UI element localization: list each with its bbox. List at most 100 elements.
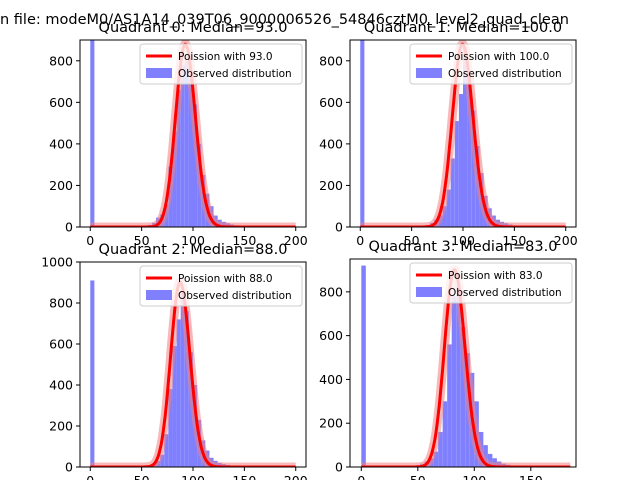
x-tick-label: 0: [86, 473, 94, 480]
histogram-bar: [433, 451, 439, 467]
y-tick-label: 0: [335, 220, 343, 235]
y-tick-label: 600: [49, 95, 73, 110]
legend-bar-swatch: [416, 287, 442, 297]
histogram-bar: [90, 40, 95, 227]
poisson-curve: [360, 268, 571, 467]
y-tick-label: 200: [319, 178, 343, 193]
histogram-bar: [446, 189, 451, 227]
histogram-bar: [442, 401, 448, 467]
y-tick-label: 400: [49, 136, 73, 151]
legend: Poission with 83.0 Observed distribution: [409, 262, 573, 304]
x-tick-label: 50: [410, 473, 426, 480]
chart-title: Quadrant 2: Median=88.0: [99, 242, 288, 258]
histogram-bar: [467, 77, 472, 227]
histogram-bar: [438, 431, 443, 467]
y-tick-label: 0: [65, 460, 73, 475]
legend-bar-swatch: [146, 290, 172, 300]
quadrant-1-chart: Quadrant 1: Median=100.0 0 50 100 150 200 0 200…: [319, 20, 578, 248]
poisson-curve: [89, 42, 297, 227]
y-tick-label: 200: [49, 178, 73, 193]
y-tick-label: 400: [319, 136, 343, 151]
y-tick-label: 400: [319, 372, 343, 387]
histogram-bar: [456, 285, 461, 467]
x-tick-label: 50: [134, 233, 150, 248]
histogram-bar: [361, 265, 366, 467]
histogram-bar: [454, 121, 459, 227]
histogram-bar: [463, 48, 468, 227]
x-tick-label: 200: [284, 473, 308, 480]
histogram-bar: [451, 296, 457, 467]
x-tick-label: 200: [554, 233, 578, 248]
y-tick-label: 600: [49, 337, 73, 352]
x-tick-label: 150: [232, 233, 256, 248]
chart-title: Quadrant 3: Median=83.0: [369, 239, 558, 255]
histogram-bar: [447, 344, 452, 467]
chart-title: Quadrant 1: Median=100.0: [364, 20, 562, 36]
legend: Poission with 93.0 Observed distribution: [139, 43, 303, 85]
quadrant-0-chart: Quadrant 0: Median=93.0 0 50 100 150 200 0 200 4…: [49, 20, 308, 248]
legend-bar-swatch: [146, 68, 172, 78]
y-tick-label: 600: [319, 95, 343, 110]
legend-label-poisson: Poission with 100.0: [448, 51, 549, 63]
legend-box: [409, 262, 573, 304]
y-tick-label: 0: [335, 460, 343, 475]
x-tick-label: 150: [232, 473, 256, 480]
figure-title: n file: modeM0/AS1A14_039T06_9000006526_…: [0, 12, 569, 28]
y-tick-label: 0: [65, 220, 73, 235]
histogram-bar: [168, 389, 173, 467]
x-tick-label: 100: [462, 473, 486, 480]
legend: Poission with 88.0 Observed distribution: [139, 265, 303, 307]
quadrant-2-chart: Quadrant 2: Median=88.0 0 50 100 150 200 0 200 4…: [41, 242, 308, 480]
y-tick-label: 800: [319, 53, 343, 68]
histogram-bar: [487, 453, 493, 467]
legend-label-poisson: Poission with 88.0: [178, 273, 273, 285]
poisson-curve: [89, 281, 297, 467]
legend-bar-swatch: [416, 68, 442, 78]
legend-label-observed: Observed distribution: [178, 290, 292, 302]
x-tick-label: 0: [356, 233, 364, 248]
histogram-bar: [450, 158, 455, 227]
legend-label-poisson: Poission with 83.0: [448, 270, 543, 282]
x-tick-label: 0: [86, 233, 94, 248]
y-tick-label: 1000: [41, 255, 73, 270]
histogram-bar: [483, 445, 488, 467]
x-tick-label: 150: [519, 473, 543, 480]
histogram-bar: [471, 110, 476, 227]
histogram-bar: [184, 60, 189, 227]
x-tick-label: 0: [357, 473, 365, 480]
legend-box: [139, 43, 303, 85]
y-tick-label: 800: [319, 284, 343, 299]
histogram-bar: [180, 64, 185, 227]
y-tick-label: 800: [49, 53, 73, 68]
histogram-bar: [172, 131, 177, 227]
legend-label-observed: Observed distribution: [448, 68, 562, 80]
y-tick-label: 800: [49, 296, 73, 311]
x-tick-label: 50: [134, 473, 150, 480]
y-tick-label: 200: [49, 419, 73, 434]
histogram-bar: [160, 454, 165, 467]
histogram-bar: [184, 311, 189, 467]
legend-label-observed: Observed distribution: [448, 287, 562, 299]
histogram-bar: [442, 206, 447, 227]
histogram-bar: [176, 319, 181, 467]
plot-area: [86, 278, 300, 467]
y-tick-label: 200: [319, 416, 343, 431]
histogram-bar: [90, 280, 95, 467]
legend-label-observed: Observed distribution: [178, 68, 292, 80]
plot-area: [357, 265, 574, 467]
histogram-bar: [458, 94, 463, 227]
x-tick-label: 50: [404, 233, 420, 248]
x-tick-label: 100: [181, 233, 205, 248]
legend: Poission with 100.0 Observed distribution: [409, 43, 573, 85]
y-tick-label: 600: [319, 328, 343, 343]
histogram-bar: [460, 326, 466, 467]
histogram-bar: [188, 79, 193, 227]
axes-frame: [349, 258, 577, 468]
legend-box: [409, 43, 573, 85]
quadrant-3-chart: Quadrant 3: Median=83.0 0 50 100 150 0 200 400 6…: [319, 239, 577, 480]
chart-title: Quadrant 0: Median=93.0: [99, 20, 288, 36]
figure-title-text: n file: modeM0/AS1A14_039T06_9000006526_…: [0, 12, 569, 28]
x-tick-label: 100: [181, 473, 205, 480]
histogram-bar: [164, 434, 169, 467]
x-tick-label: 150: [502, 233, 526, 248]
